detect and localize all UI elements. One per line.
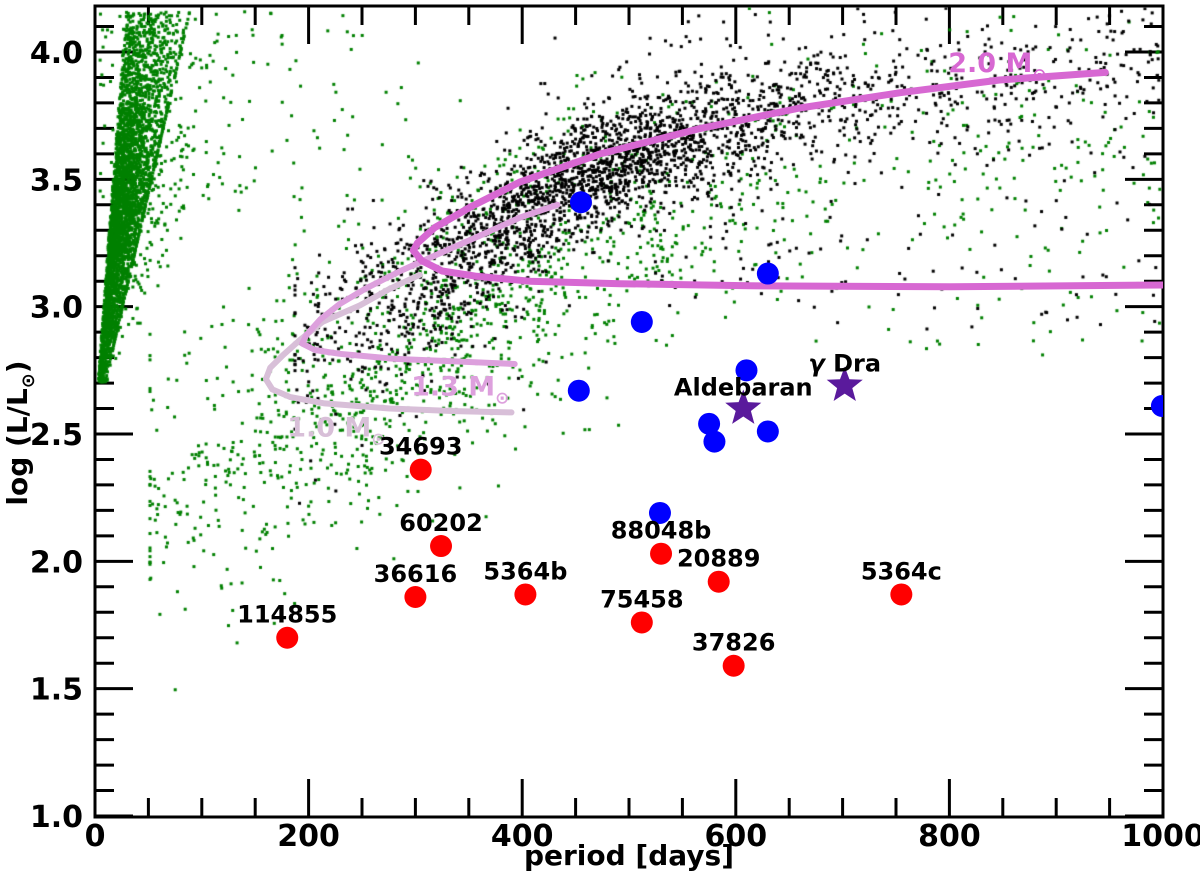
plot-area [262, 68, 1163, 677]
point-label-114855: 114855 [237, 601, 337, 629]
point-label-75458: 75458 [600, 585, 684, 613]
x-axis-title: period [days] [95, 839, 1163, 872]
track-label-2.0msun: 2.0 M⊙ [948, 48, 1046, 85]
blue-giant-marker [569, 191, 592, 214]
point-label-88048b: 88048b [611, 517, 712, 545]
labeled-red-giant-marker [404, 585, 427, 608]
labeled-red-giant-marker [276, 626, 299, 649]
labeled-red-giant-marker [514, 583, 537, 606]
point-label-Aldebaran: Aldebaran [674, 374, 813, 402]
point-label-5364b: 5364b [483, 557, 567, 585]
blue-giant-marker [648, 501, 671, 524]
star-marker [826, 366, 863, 401]
blue-giant-marker [1150, 394, 1163, 417]
blue-giant-marker [703, 430, 726, 453]
labeled-red-giant-marker [630, 611, 653, 634]
evolution-track-2.0msun [409, 68, 1163, 291]
evolution-track-1.0msun [262, 271, 515, 416]
labeled-red-giant-marker [707, 570, 730, 593]
blue-giant-marker [756, 262, 779, 285]
point-label-20889: 20889 [677, 545, 761, 573]
y-axis-title-close: ) [1, 360, 34, 374]
point-label-γ-Dra: γ Dra [808, 350, 881, 378]
point-label-37826: 37826 [692, 629, 776, 657]
track-label-1.0msun: 1.0 M⊙ [287, 412, 385, 449]
labeled-red-giant-marker [650, 542, 673, 565]
labeled-red-giant-marker [430, 535, 453, 558]
series-labeled-red-giants [276, 458, 913, 677]
star-marker [725, 389, 762, 424]
blue-giant-marker [735, 359, 758, 382]
y-axis-title: log (L/L⊙) [1, 238, 39, 628]
labeled-red-giant-marker [722, 654, 745, 677]
point-label-60202: 60202 [399, 509, 483, 537]
labeled-red-giant-marker [409, 458, 432, 481]
evolution-track-1.3msun [299, 201, 561, 367]
x-axis-title-text: period [days] [523, 839, 735, 872]
series-blue-giants [567, 191, 1163, 524]
blue-giant-marker [567, 379, 590, 402]
sun-symbol: ⊙ [18, 373, 39, 389]
point-label-36616: 36616 [374, 560, 458, 588]
point-label-5364c: 5364c [861, 557, 942, 585]
blue-giant-marker [698, 412, 721, 435]
blue-giant-marker [630, 310, 653, 333]
track-label-1.3msun: 1.3 M⊙ [411, 372, 509, 409]
point-label-34693: 34693 [379, 433, 463, 461]
series-named-stars [725, 366, 863, 424]
y-axis-title-text: log (L/L [1, 388, 34, 506]
labeled-red-giant-marker [890, 583, 913, 606]
blue-giant-marker [756, 420, 779, 443]
